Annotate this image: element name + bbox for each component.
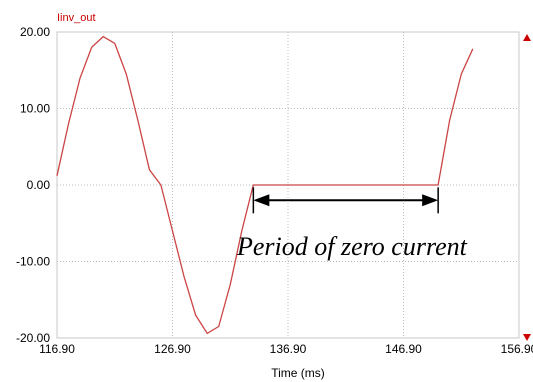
x-tick-label: 136.90 <box>270 342 307 356</box>
series-name: Iinv_out <box>57 12 96 24</box>
x-tick-label: 156.90 <box>501 342 533 356</box>
y-tick-label: 20.00 <box>20 25 50 39</box>
y-tick-label: 0.00 <box>27 178 51 192</box>
y-tick-label: 10.00 <box>20 102 50 116</box>
plot-frame <box>56 31 520 339</box>
x-tick-label: 146.90 <box>385 342 422 356</box>
scroll-up-button[interactable] <box>523 34 531 41</box>
y-tick-label: -10.00 <box>16 255 50 269</box>
annotation-arrow <box>252 187 439 214</box>
triangle-down-icon[interactable] <box>523 334 531 341</box>
x-tick-label: 116.90 <box>39 342 75 356</box>
x-axis-title: Time (ms) <box>271 366 325 380</box>
y-tick-label: -20.00 <box>16 331 50 345</box>
arrow-head-right <box>422 194 439 207</box>
x-tick-label: 126.90 <box>154 342 191 356</box>
series-line <box>56 35 474 335</box>
arrow-head-left <box>253 194 270 207</box>
y-tick-labels: 20.00 10.00 0.00 -10.00 -20.00 <box>16 25 50 345</box>
annotation-text: Period of zero current <box>236 232 468 261</box>
x-tick-labels: 116.90 126.90 136.90 146.90 156.90 <box>39 342 533 356</box>
scroll-down-button[interactable] <box>523 334 531 341</box>
triangle-up-icon[interactable] <box>523 34 531 41</box>
